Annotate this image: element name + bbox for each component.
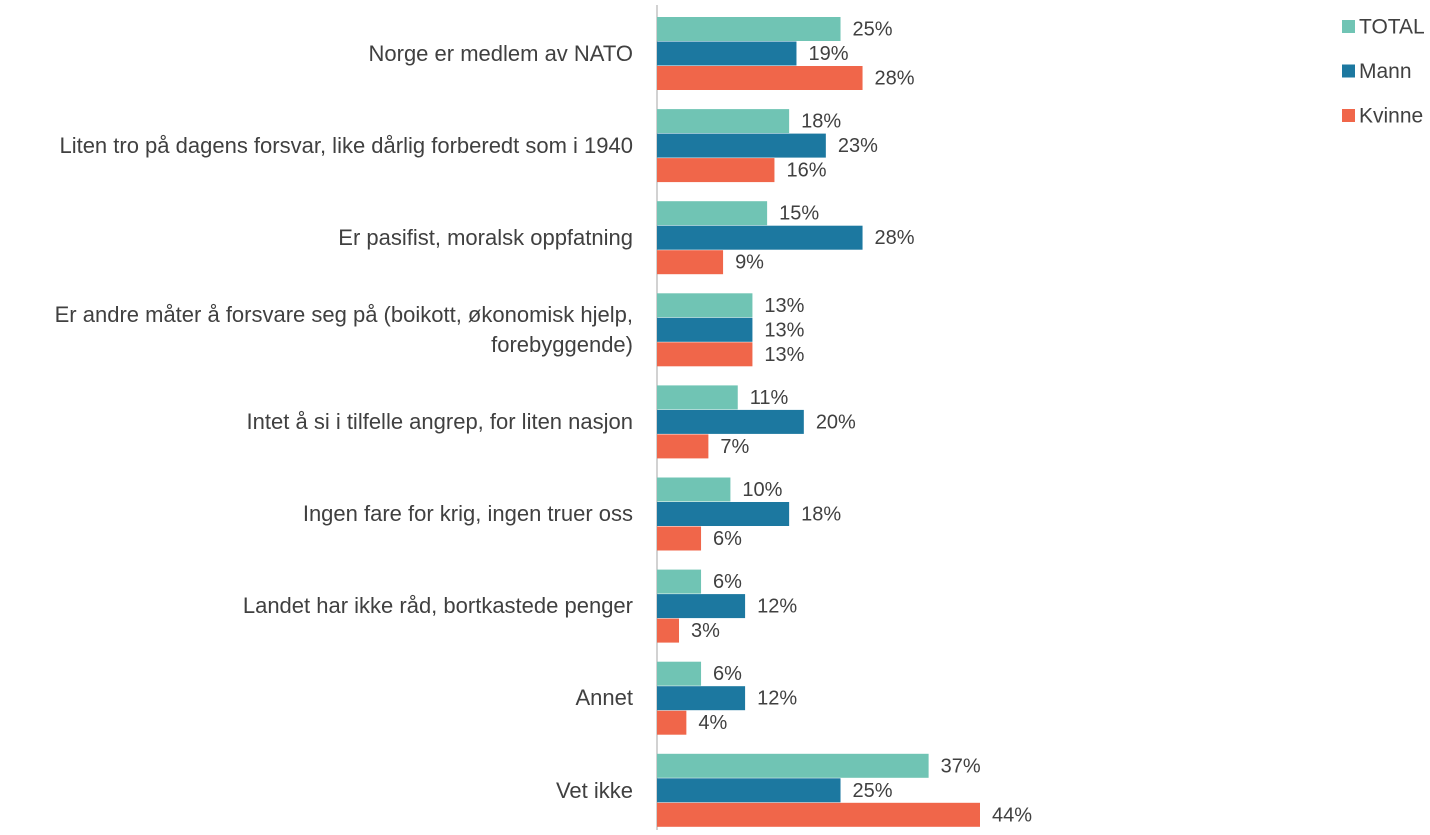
value-label: 44% — [992, 804, 1032, 826]
bar — [657, 710, 687, 735]
bar — [657, 201, 768, 226]
value-label: 6% — [713, 663, 742, 685]
bar — [657, 225, 863, 250]
value-label: 28% — [875, 68, 915, 90]
value-label: 11% — [750, 387, 789, 409]
value-label: 15% — [779, 203, 819, 225]
bar — [657, 293, 753, 318]
value-label: 19% — [808, 43, 848, 65]
value-label: 18% — [801, 111, 841, 133]
category-label: Annet — [575, 685, 634, 711]
bar — [657, 477, 731, 502]
bar — [657, 753, 929, 778]
bar — [657, 133, 826, 158]
legend-swatch — [1342, 109, 1355, 122]
bar — [657, 594, 746, 619]
bar — [657, 526, 702, 551]
value-label: 4% — [698, 712, 727, 734]
bar — [657, 17, 841, 41]
bar — [657, 41, 797, 66]
category-label: Vet ikke — [555, 777, 633, 803]
value-label: 9% — [735, 252, 764, 274]
value-label: 13% — [764, 295, 804, 317]
bar — [657, 802, 980, 827]
value-label: 10% — [742, 479, 782, 501]
value-label: 12% — [757, 688, 797, 710]
bar — [657, 778, 841, 803]
category-label: Er andre måter å forsvare seg på (boikot… — [54, 302, 633, 358]
value-label: 28% — [875, 227, 915, 249]
legend-swatch — [1342, 64, 1355, 78]
value-label: 16% — [786, 160, 826, 182]
value-label: 23% — [838, 135, 878, 157]
value-label: 6% — [713, 528, 742, 550]
bar — [657, 342, 753, 367]
category-label: Ingen fare for krig, ingen truer oss — [302, 501, 633, 527]
category-label: Er pasifist, moralsk oppfatning — [338, 224, 633, 250]
value-label: 13% — [764, 344, 804, 366]
bar — [657, 569, 702, 594]
category-label: Landet har ikke råd, bortkastede penger — [242, 593, 633, 619]
value-label: 25% — [853, 19, 893, 41]
bar — [657, 317, 753, 342]
category-label: Liten tro på dagens forsvar, like dårlig… — [59, 132, 633, 158]
bar — [657, 502, 790, 526]
value-label: 6% — [713, 571, 742, 593]
legend-label: TOTAL — [1359, 16, 1425, 39]
value-label: 18% — [801, 504, 841, 526]
value-label: 37% — [941, 755, 981, 777]
bar — [657, 434, 709, 459]
bar — [657, 618, 680, 643]
bar — [657, 109, 790, 134]
value-label: 3% — [691, 620, 720, 642]
value-label: 12% — [757, 596, 797, 618]
bar — [657, 250, 724, 275]
value-label: 20% — [816, 411, 856, 433]
bar — [657, 661, 702, 686]
value-label: 25% — [853, 780, 893, 802]
bar — [657, 409, 804, 434]
bar — [657, 158, 775, 183]
category-label: Norge er medlem av NATO — [368, 40, 634, 66]
value-label: 13% — [764, 319, 804, 341]
legend-label: Kvinne — [1359, 105, 1423, 128]
bar — [657, 686, 746, 711]
value-label: 7% — [720, 436, 749, 458]
legend-swatch — [1342, 20, 1355, 33]
legend-label: Mann — [1359, 60, 1412, 83]
bar — [657, 385, 738, 410]
bar — [657, 66, 863, 90]
category-label: Intet å si i tilfelle angrep, for liten … — [246, 409, 633, 435]
